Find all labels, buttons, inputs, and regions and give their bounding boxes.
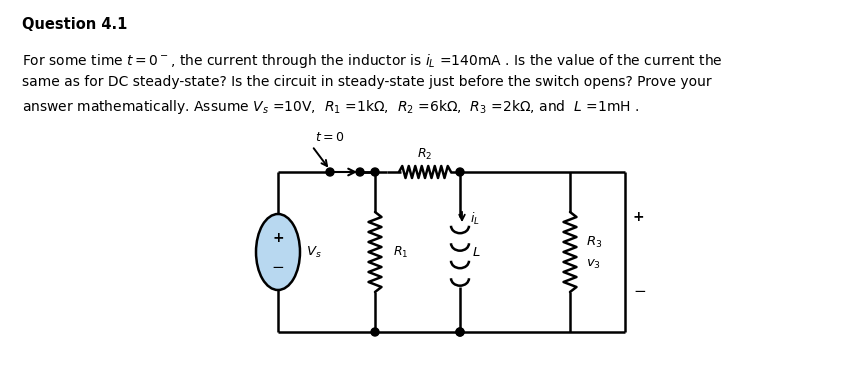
Text: −: −: [271, 261, 284, 276]
Circle shape: [370, 328, 379, 336]
Text: $t=0$: $t=0$: [314, 131, 344, 144]
Text: answer mathematically. Assume $V_s$ =10V,  $R_1$ =1kΩ,  $R_2$ =6kΩ,  $R_3$ =2kΩ,: answer mathematically. Assume $V_s$ =10V…: [22, 98, 639, 116]
Circle shape: [370, 168, 379, 176]
Text: +: +: [272, 231, 283, 245]
Text: For some time $t=0^-$, the current through the inductor is $i_L$ =140mA . Is the: For some time $t=0^-$, the current throu…: [22, 52, 722, 70]
Circle shape: [455, 328, 463, 336]
Text: $v_3$: $v_3$: [585, 257, 600, 270]
Text: Question 4.1: Question 4.1: [22, 17, 127, 32]
Text: $V_s$: $V_s$: [306, 244, 321, 259]
Ellipse shape: [256, 214, 300, 290]
Text: $L$: $L$: [472, 246, 480, 258]
Text: +: +: [632, 210, 644, 224]
Circle shape: [455, 328, 463, 336]
Text: −: −: [632, 284, 645, 299]
Text: $R_2$: $R_2$: [417, 146, 432, 161]
Text: same as for DC steady-state? Is the circuit in steady-state just before the swit: same as for DC steady-state? Is the circ…: [22, 75, 711, 89]
Circle shape: [356, 168, 363, 176]
Circle shape: [325, 168, 333, 176]
Circle shape: [455, 168, 463, 176]
Text: $i_L$: $i_L$: [469, 211, 480, 227]
Text: $R_1$: $R_1$: [393, 244, 408, 259]
Text: $R_3$: $R_3$: [585, 235, 602, 250]
